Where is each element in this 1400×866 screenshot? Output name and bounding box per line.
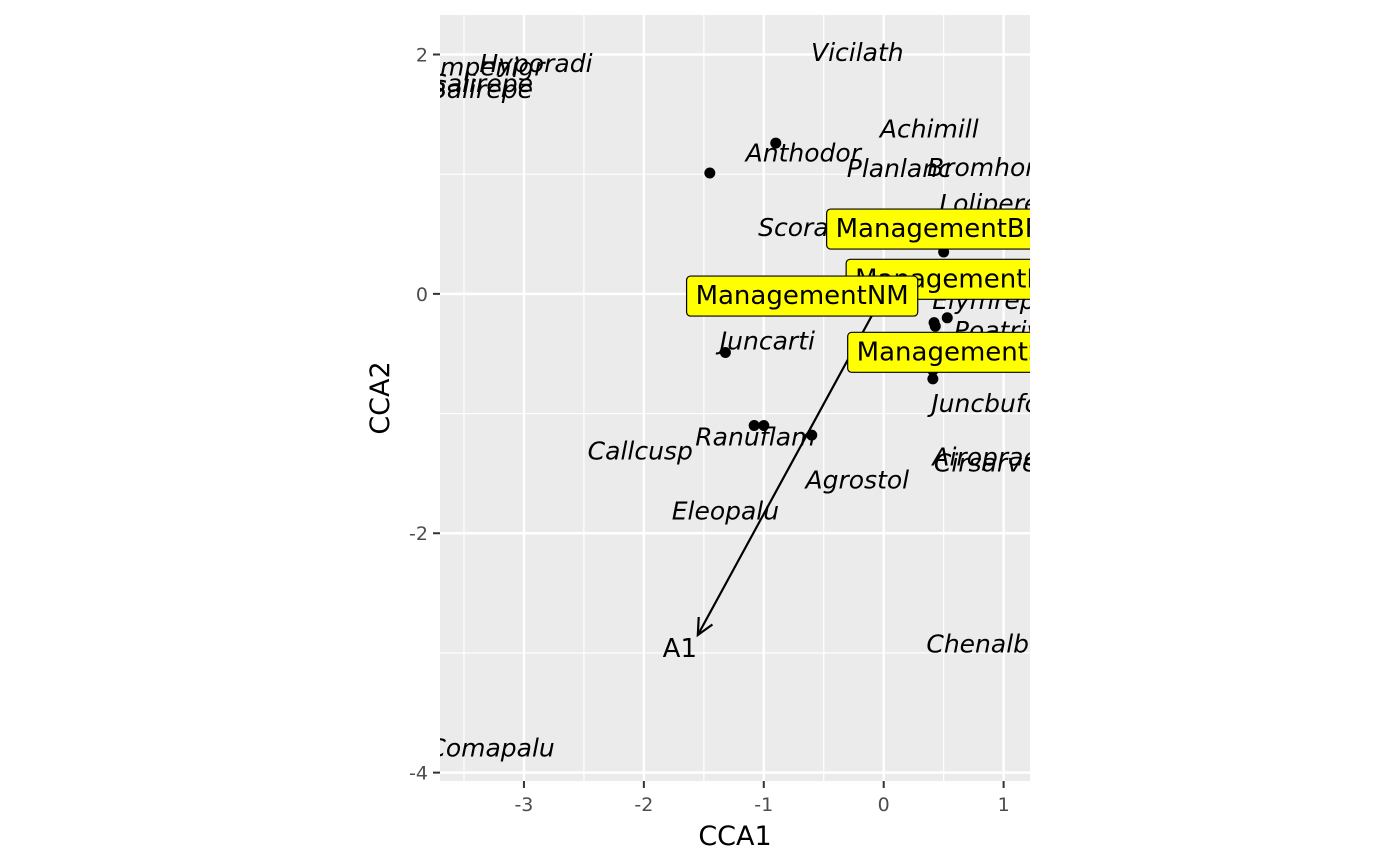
site-point [941, 312, 953, 324]
factor-label: ManagementNM [685, 275, 919, 317]
factor-label-text: ManagementSF [857, 337, 1060, 367]
grid-minor [440, 15, 1030, 781]
y-tick-label: -4 [409, 763, 428, 785]
y-axis-title: CCA2 [365, 361, 396, 434]
x-tick-label: -3 [514, 794, 533, 816]
x-tick-label: 1 [998, 794, 1010, 816]
site-point [748, 420, 760, 432]
species-label: Bromhord [927, 153, 1051, 182]
factor-label-box [685, 275, 919, 317]
x-tick-label: 0 [878, 794, 890, 816]
factor-label-box [847, 331, 1030, 373]
species-label: Vicilath [811, 38, 904, 67]
species-labels: Vicilath EmpenigrHyporadiSalirepeSalirepe… [424, 38, 1051, 762]
x-axis-ticks: -3 -2 -1 0 1 [514, 781, 1010, 816]
x-tick-label: -2 [634, 794, 653, 816]
y-tick-label: 0 [416, 284, 428, 306]
species-label: Juncarti [715, 327, 815, 356]
factor-label-box [826, 208, 1030, 250]
species-label: Eleopalu [672, 497, 779, 526]
species-label: Empenigr [424, 52, 546, 81]
site-point [704, 167, 716, 179]
species-label: Agrostol [804, 465, 910, 494]
species-label: Callcusp [588, 437, 693, 466]
species-label: Hyporadi [479, 49, 592, 78]
site-point [929, 320, 941, 332]
site-point [719, 347, 731, 359]
site-point [758, 420, 770, 432]
site-point [770, 137, 782, 149]
factor-label-text: ManagementBF [836, 214, 1040, 244]
species-label: Cirsarve [934, 449, 1037, 478]
y-tick-label: -2 [409, 523, 428, 545]
y-axis-ticks: -4 -2 0 2 [409, 44, 440, 785]
factor-centroid-labels: ManagementBFManagementHFManagementNMMana… [685, 208, 1060, 373]
species-label: Chenalbu [926, 629, 1045, 658]
species-label: Salirepe [431, 75, 533, 104]
factor-label: ManagementBF [826, 208, 1040, 250]
species-label: Airoprae [930, 443, 1038, 472]
x-tick-label: -1 [754, 794, 773, 816]
vector-arrowhead [696, 616, 714, 638]
species-label: Comapalu [428, 733, 554, 762]
grid-major [440, 15, 1030, 781]
vector-label: A1 [663, 634, 697, 664]
site-point [927, 373, 939, 385]
species-label: Juncbufo [926, 389, 1040, 418]
factor-label: ManagementSF [847, 331, 1060, 373]
species-label: Planlanc [847, 154, 952, 183]
species-label: Achimill [878, 115, 979, 144]
x-axis-title: CCA1 [698, 821, 771, 852]
species-label: Salirepe [431, 69, 533, 98]
species-label: Anthodor [744, 139, 863, 168]
site-points [704, 137, 953, 441]
factor-label-text: ManagementNM [696, 281, 909, 311]
panel-content: Vicilath EmpenigrHyporadiSalirepeSalirepe… [424, 38, 1060, 762]
y-tick-label: 2 [416, 44, 428, 66]
